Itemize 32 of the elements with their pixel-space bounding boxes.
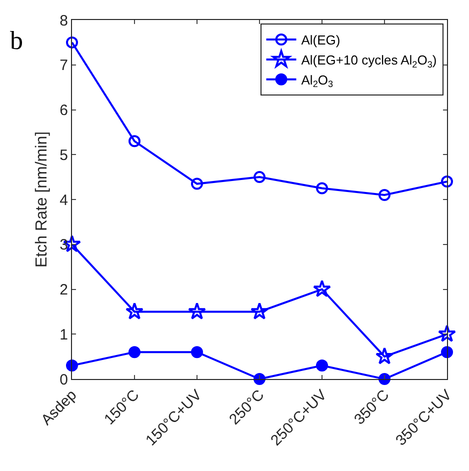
- legend-label: Al(EG): [301, 32, 340, 48]
- point: [250, 302, 268, 320]
- y-tick-label: 8: [60, 12, 68, 30]
- point: [66, 36, 78, 48]
- point: [191, 346, 203, 358]
- y-tick-label: 1: [60, 326, 68, 344]
- point: [438, 324, 456, 342]
- y-tick-label: 0: [60, 371, 68, 388]
- point: [191, 178, 203, 190]
- y-tick-label: 5: [60, 146, 68, 164]
- legend-label: Al(EG+10 cycles Al$_{2}$O$_{3}$): [301, 52, 437, 70]
- point: [188, 302, 206, 320]
- y-tick-label: 2: [60, 282, 68, 298]
- y-tick-label: 3: [60, 236, 68, 254]
- point: [378, 189, 390, 202]
- y-tick-label: 4: [60, 192, 68, 209]
- point: [128, 346, 140, 358]
- point: [441, 176, 453, 188]
- point: [128, 135, 140, 148]
- y-tick-label: 7: [60, 57, 68, 74]
- point: [313, 280, 331, 298]
- point: [316, 360, 328, 372]
- point: [376, 347, 394, 364]
- y-tick-label: 6: [60, 102, 68, 119]
- point: [441, 346, 453, 358]
- text: b: [10, 26, 23, 55]
- point: [66, 360, 78, 372]
- point: [316, 182, 328, 194]
- y-axis-title: Etch Rate [nm/min]: [34, 131, 51, 268]
- legend-label: Al$_{2}$O$_{3}$: [301, 72, 334, 90]
- point: [126, 302, 144, 320]
- point: [254, 171, 266, 184]
